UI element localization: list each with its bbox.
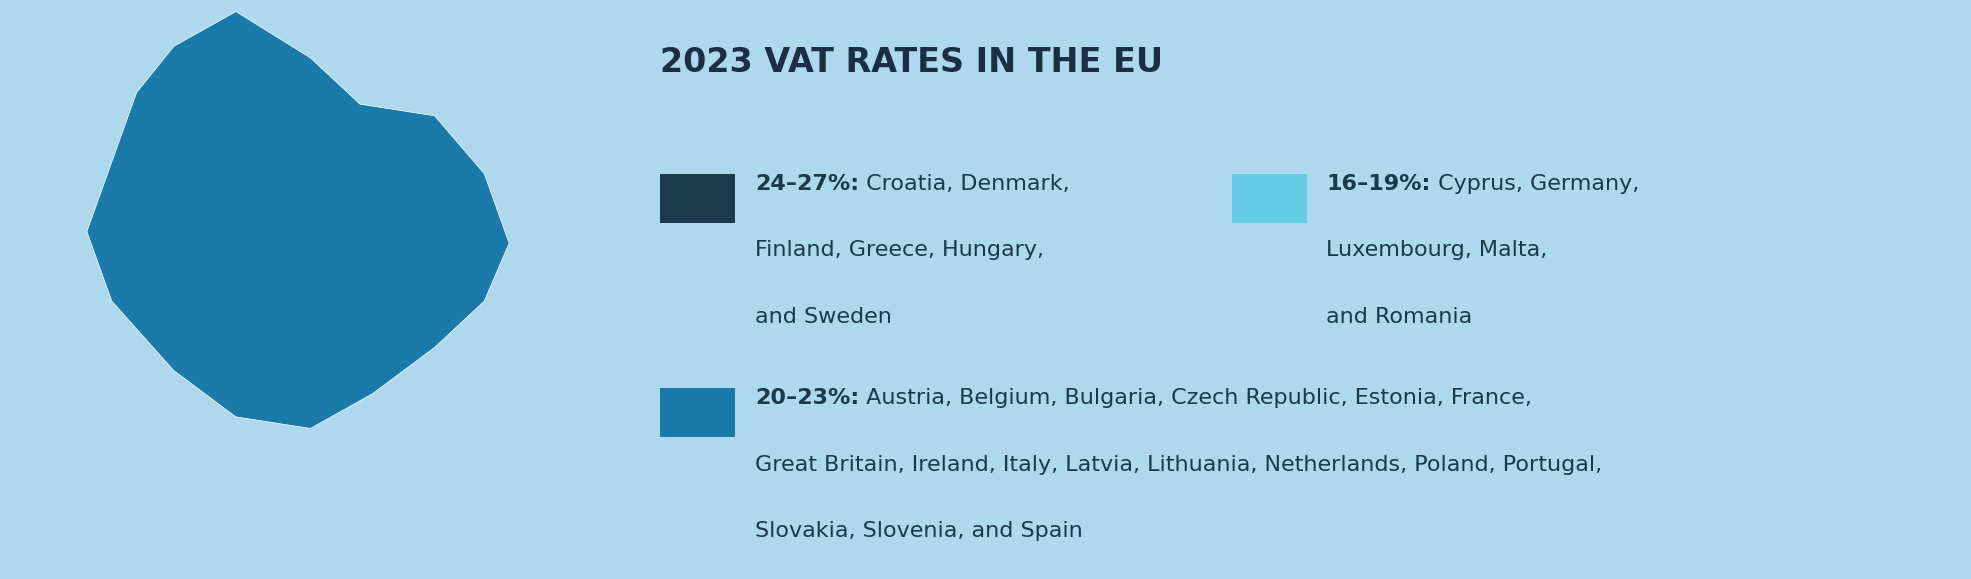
FancyBboxPatch shape: [660, 388, 735, 437]
Text: 16–19%:: 16–19%:: [1326, 174, 1431, 194]
Text: Luxembourg, Malta,: Luxembourg, Malta,: [1326, 240, 1547, 261]
Text: Austria, Belgium, Bulgaria, Czech Republic, Estonia, France,: Austria, Belgium, Bulgaria, Czech Republ…: [859, 388, 1531, 408]
Polygon shape: [87, 12, 509, 428]
Text: 2023 VAT RATES IN THE EU: 2023 VAT RATES IN THE EU: [660, 46, 1163, 79]
FancyBboxPatch shape: [1232, 174, 1307, 223]
Text: Cyprus, Germany,: Cyprus, Germany,: [1431, 174, 1640, 194]
Text: and Sweden: and Sweden: [755, 307, 891, 327]
Text: 20–23%:: 20–23%:: [755, 388, 859, 408]
Text: Finland, Greece, Hungary,: Finland, Greece, Hungary,: [755, 240, 1045, 261]
Text: Slovakia, Slovenia, and Spain: Slovakia, Slovenia, and Spain: [755, 521, 1082, 541]
Text: Croatia, Denmark,: Croatia, Denmark,: [859, 174, 1070, 194]
Text: 24–27%:: 24–27%:: [755, 174, 859, 194]
Text: Great Britain, Ireland, Italy, Latvia, Lithuania, Netherlands, Poland, Portugal,: Great Britain, Ireland, Italy, Latvia, L…: [755, 455, 1602, 475]
Text: and Romania: and Romania: [1326, 307, 1472, 327]
FancyBboxPatch shape: [660, 174, 735, 223]
